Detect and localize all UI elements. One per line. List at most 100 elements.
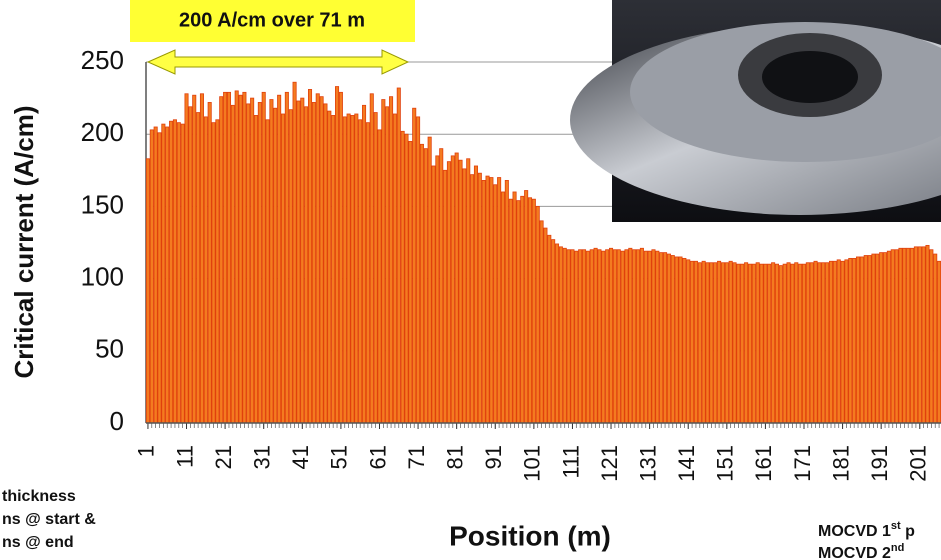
bar [868,255,871,423]
y-tick-label: 0 [110,406,124,436]
bar [648,251,651,423]
bar [509,199,512,423]
bar [606,250,609,423]
bar [243,92,246,423]
bar [162,124,165,423]
bar [887,251,890,423]
bar [208,102,211,423]
bar [733,263,736,423]
bar [579,250,582,423]
bar [528,198,531,423]
bar [687,260,690,423]
bar [436,156,439,423]
x-tick-label: 11 [172,445,197,468]
bar [389,97,392,423]
bar [428,137,431,423]
bar [818,263,821,423]
note-sup: st [891,520,901,532]
bar [540,221,543,423]
right-note: MOCVD 1st p [818,520,915,540]
bar [640,248,643,423]
bar [185,94,188,423]
bar [285,92,288,423]
x-tick-label: 91 [481,445,506,469]
bar [486,176,489,423]
bar [621,251,624,423]
note-after: p [901,523,915,540]
bar [297,101,300,423]
bar [494,185,497,423]
bar [880,253,883,423]
bar [563,248,566,423]
bar [613,250,616,423]
bar [169,121,172,423]
bar [629,248,632,423]
bar [849,258,852,423]
bar [193,95,196,423]
bar [891,250,894,423]
bar [721,263,724,423]
bar [810,263,813,423]
x-tick-label: 111 [558,445,583,478]
bar [683,258,686,423]
bar [281,114,284,423]
bar [320,97,323,423]
bar [922,247,925,423]
bar [667,254,670,423]
bar [633,250,636,423]
bar [656,251,659,423]
bar [636,250,639,423]
bar [497,178,500,423]
bar [382,100,385,423]
bar [405,134,408,423]
bar [575,251,578,423]
bar [876,254,879,423]
bar [274,108,277,423]
x-tick-label: 1 [134,445,159,457]
bar [150,130,153,423]
right-note: MOCVD 2nd [818,542,904,560]
x-tick-label: 101 [520,445,545,482]
bar [706,263,709,423]
bar [204,117,207,423]
bar [899,248,902,423]
bar [559,247,562,423]
x-tick-label: 201 [906,445,931,482]
x-tick-label: 71 [404,445,429,469]
x-tick-label: 141 [674,445,699,482]
bar [413,108,416,423]
y-tick-label: 250 [81,45,124,75]
bar [490,178,493,423]
bar [910,248,913,423]
left-note: thickness [2,488,76,505]
bar [586,251,589,423]
bar [517,201,520,423]
bar [914,247,917,423]
bar [335,87,338,423]
bar [675,257,678,423]
bar [478,173,481,423]
bar [316,94,319,423]
bar [702,261,705,423]
bar [602,251,605,423]
bar [544,228,547,423]
y-tick-label: 200 [81,117,124,147]
bar [717,261,720,423]
bar [424,149,427,423]
bar [386,107,389,423]
bar [451,156,454,423]
x-tick-label: 21 [211,445,236,469]
bar [247,104,250,423]
bar [289,110,292,423]
bar [328,111,331,423]
x-tick-label: 51 [327,445,352,469]
bar [258,102,261,423]
bar [567,250,570,423]
bar [266,120,269,423]
bar [532,199,535,423]
bar [440,149,443,423]
bar [663,253,666,423]
bar [660,253,663,423]
bar [416,117,419,423]
bar [366,123,369,423]
